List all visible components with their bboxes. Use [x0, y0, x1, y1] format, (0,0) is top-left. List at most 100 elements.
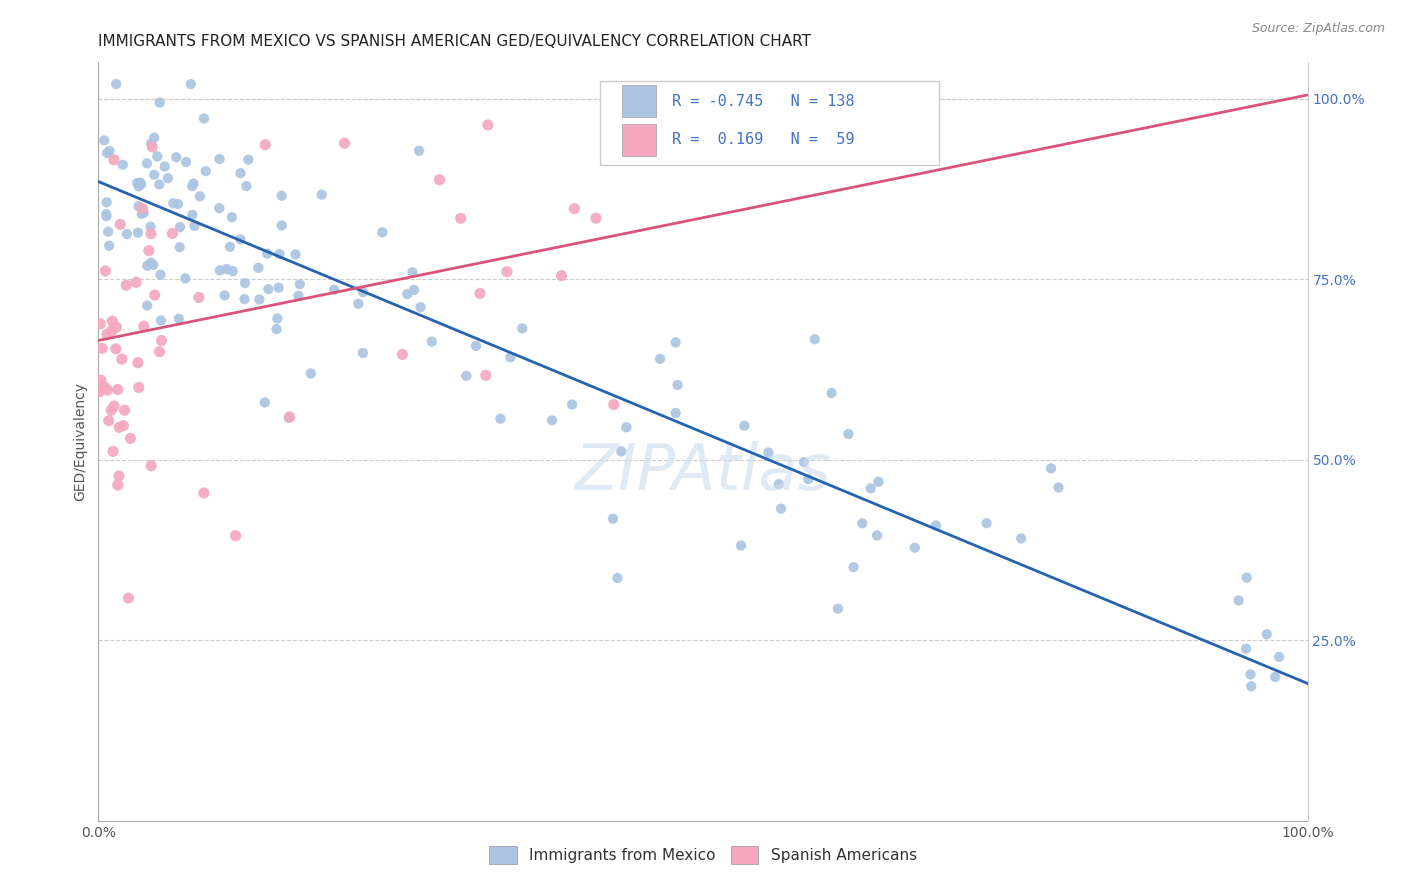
Point	[167, 197, 190, 211]
Point	[299, 367, 322, 381]
Point	[183, 177, 205, 191]
Point	[111, 158, 134, 172]
Point	[585, 211, 607, 226]
Point	[665, 406, 688, 420]
Point	[115, 278, 138, 293]
Point	[616, 420, 638, 434]
Point	[266, 311, 288, 326]
Point	[233, 276, 256, 290]
Point	[188, 189, 211, 203]
Point	[149, 95, 172, 110]
Point	[127, 199, 149, 213]
Point	[596, 145, 619, 160]
Text: Source: ZipAtlas.com: Source: ZipAtlas.com	[1251, 22, 1385, 36]
Point	[247, 293, 270, 307]
Point	[135, 156, 157, 170]
Point	[129, 177, 152, 191]
Point	[866, 528, 889, 542]
Point	[603, 398, 626, 412]
Point	[96, 327, 118, 342]
Point	[148, 178, 170, 192]
Point	[561, 398, 583, 412]
Point	[730, 539, 752, 553]
Bar	[621, 124, 655, 156]
Point	[167, 311, 190, 326]
Point	[323, 283, 346, 297]
Text: IMMIGRANTS FROM MEXICO VS SPANISH AMERICAN GED/EQUIVALENCY CORRELATION CHART: IMMIGRANTS FROM MEXICO VS SPANISH AMERIC…	[98, 34, 811, 49]
Point	[219, 240, 242, 254]
Point	[129, 176, 152, 190]
Point	[758, 445, 780, 459]
Point	[138, 244, 160, 258]
Point	[143, 168, 166, 182]
Point	[136, 259, 159, 273]
Point	[149, 268, 172, 282]
Point	[108, 420, 131, 434]
Point	[127, 176, 149, 190]
Point	[103, 153, 125, 167]
Point	[103, 399, 125, 413]
Point	[287, 289, 309, 303]
Point	[89, 317, 111, 331]
Point	[221, 210, 243, 224]
Point	[602, 511, 624, 525]
Point	[208, 152, 231, 166]
Point	[150, 334, 173, 348]
Point	[1240, 679, 1263, 693]
Point	[156, 171, 179, 186]
Point	[105, 320, 128, 334]
Point	[98, 144, 121, 158]
Point	[904, 541, 927, 555]
Point	[214, 288, 236, 302]
Point	[143, 288, 166, 302]
Point	[187, 290, 209, 304]
Bar	[600, 81, 939, 165]
Point	[233, 292, 256, 306]
Point	[253, 395, 276, 409]
Point	[371, 225, 394, 239]
Point	[183, 219, 205, 233]
Point	[89, 384, 111, 399]
Point	[269, 247, 291, 261]
Point	[108, 469, 131, 483]
Point	[114, 403, 136, 417]
Point	[148, 344, 170, 359]
Point	[143, 130, 166, 145]
Point	[284, 247, 307, 261]
Point	[139, 227, 162, 241]
Point	[146, 149, 169, 163]
Point	[127, 356, 149, 370]
Point	[477, 118, 499, 132]
Point	[225, 529, 247, 543]
Point	[93, 133, 115, 147]
Point	[97, 225, 120, 239]
Point	[139, 458, 162, 473]
Point	[1239, 667, 1261, 681]
Point	[98, 238, 121, 252]
Point	[193, 112, 215, 126]
Point	[311, 187, 333, 202]
Point	[1047, 481, 1070, 495]
Point	[733, 418, 755, 433]
Point	[105, 77, 128, 91]
Point	[352, 346, 374, 360]
Point	[859, 481, 882, 495]
Point	[128, 380, 150, 394]
Point	[257, 282, 280, 296]
Point	[174, 271, 197, 285]
Point	[770, 501, 793, 516]
Point	[112, 418, 135, 433]
Point	[104, 342, 127, 356]
Point	[288, 277, 311, 292]
Point	[193, 486, 215, 500]
Point	[666, 378, 689, 392]
Point	[496, 265, 519, 279]
Point	[149, 313, 172, 327]
Point	[1236, 571, 1258, 585]
Point	[132, 319, 155, 334]
Point	[120, 431, 142, 445]
Point	[141, 140, 163, 154]
Point	[254, 137, 277, 152]
Point	[267, 281, 290, 295]
Point	[117, 591, 139, 606]
